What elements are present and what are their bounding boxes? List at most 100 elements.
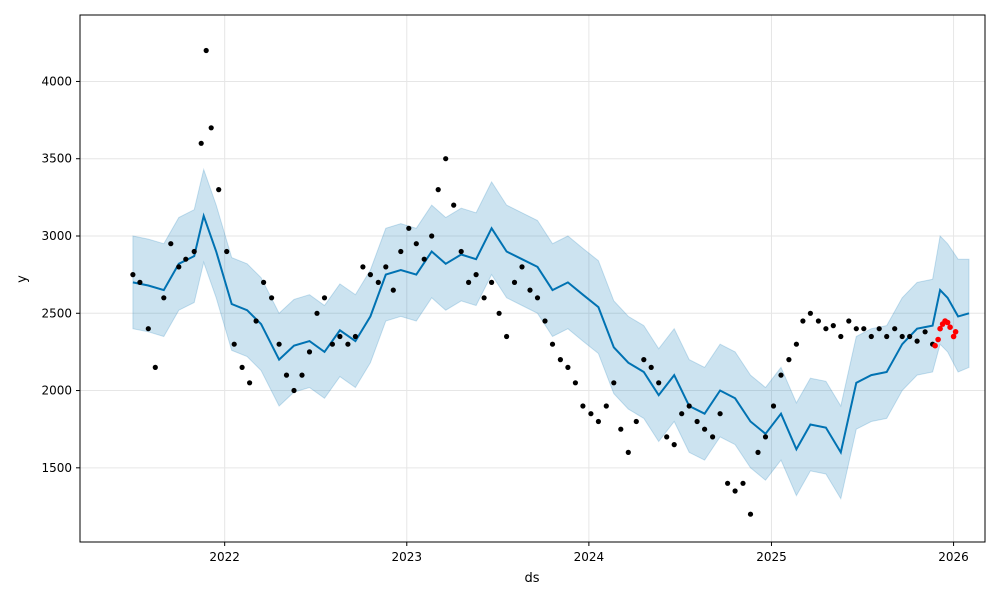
- observed-point: [261, 279, 267, 285]
- observed-point: [360, 264, 366, 270]
- observed-point: [641, 357, 647, 363]
- observed-point: [686, 403, 692, 409]
- observed-point: [656, 380, 662, 386]
- observed-point: [807, 310, 814, 316]
- observed-point: [580, 403, 586, 409]
- observed-point: [876, 326, 882, 332]
- observed-point: [224, 248, 230, 255]
- observed-point: [846, 318, 852, 324]
- observed-point: [504, 333, 510, 340]
- observed-point: [572, 380, 579, 386]
- observed-point: [710, 434, 716, 440]
- recent-points-layer: [932, 318, 959, 349]
- observed-point: [534, 295, 541, 301]
- observed-point: [421, 256, 427, 262]
- observed-point: [868, 333, 874, 340]
- x-tick-label: 2026: [938, 550, 969, 564]
- observed-point: [239, 364, 245, 370]
- observed-point: [830, 323, 836, 329]
- observed-point: [588, 411, 594, 417]
- observed-point: [679, 411, 685, 417]
- y-axis-label: y: [15, 275, 30, 283]
- y-tick-label: 2500: [41, 306, 72, 320]
- observed-point: [152, 364, 158, 370]
- recent-point: [947, 324, 953, 331]
- observed-point: [838, 333, 844, 340]
- observed-point: [922, 329, 928, 335]
- observed-point: [611, 380, 617, 386]
- observed-point: [208, 125, 214, 131]
- observed-point: [329, 341, 335, 347]
- x-axis-label: ds: [524, 571, 539, 586]
- observed-point: [519, 264, 525, 270]
- uncertainty-interval-layer: [132, 167, 970, 501]
- observed-point: [367, 272, 373, 278]
- observed-point: [625, 449, 631, 455]
- observed-point: [603, 403, 609, 409]
- observed-point: [306, 349, 313, 355]
- observed-point: [231, 341, 237, 347]
- observed-point: [664, 434, 670, 440]
- y-axis-ticks: 1500 2000 2500 3000 3500 4000: [41, 74, 80, 475]
- observed-point: [168, 241, 174, 247]
- observed-point: [276, 341, 282, 347]
- y-tick-label: 4000: [41, 74, 72, 88]
- observed-point: [247, 380, 253, 386]
- observed-point: [406, 225, 412, 231]
- observed-point: [633, 418, 639, 425]
- observed-point: [800, 318, 806, 324]
- observed-point: [216, 187, 222, 193]
- observed-point: [466, 279, 472, 285]
- observed-point: [861, 326, 867, 332]
- uncertainty-band: [132, 167, 970, 501]
- x-axis-ticks: 2022 2023 2024 2025 2026: [209, 542, 969, 564]
- recent-point: [944, 319, 951, 326]
- observed-point: [770, 403, 777, 409]
- observed-point: [283, 372, 290, 378]
- observed-points-layer: [130, 47, 936, 517]
- recent-point: [952, 329, 959, 335]
- observed-point: [489, 279, 495, 285]
- observed-point: [473, 272, 479, 278]
- observed-point: [253, 318, 259, 324]
- observed-point: [542, 318, 548, 324]
- observed-point: [398, 248, 404, 255]
- y-tick-label: 3500: [41, 152, 72, 166]
- observed-point: [899, 333, 905, 340]
- observed-point: [269, 295, 275, 301]
- observed-point: [511, 279, 518, 285]
- observed-point: [565, 364, 571, 370]
- observed-point: [314, 310, 320, 316]
- observed-point: [527, 287, 533, 293]
- observed-point: [451, 202, 457, 208]
- observed-point: [786, 357, 792, 363]
- x-tick-label: 2024: [574, 550, 605, 564]
- observed-point: [747, 511, 754, 517]
- observed-point: [481, 295, 487, 301]
- observed-point: [815, 318, 822, 324]
- observed-point: [345, 341, 351, 347]
- observed-point: [755, 449, 761, 455]
- grid: [80, 15, 985, 542]
- observed-point: [130, 272, 136, 278]
- observed-point: [137, 279, 143, 285]
- observed-point: [907, 333, 913, 340]
- observed-point: [549, 341, 556, 347]
- y-tick-label: 2000: [41, 384, 72, 398]
- observed-point: [458, 248, 464, 255]
- observed-point: [914, 338, 920, 344]
- x-tick-label: 2025: [756, 550, 787, 564]
- observed-point: [299, 372, 305, 378]
- observed-point: [176, 264, 182, 270]
- observed-point: [618, 426, 624, 432]
- observed-point: [383, 264, 389, 270]
- observed-point: [671, 442, 677, 448]
- observed-point: [145, 326, 151, 332]
- observed-point: [443, 156, 449, 162]
- observed-point: [595, 418, 602, 425]
- y-tick-label: 3000: [41, 229, 72, 243]
- observed-point: [191, 248, 197, 255]
- observed-point: [413, 241, 419, 247]
